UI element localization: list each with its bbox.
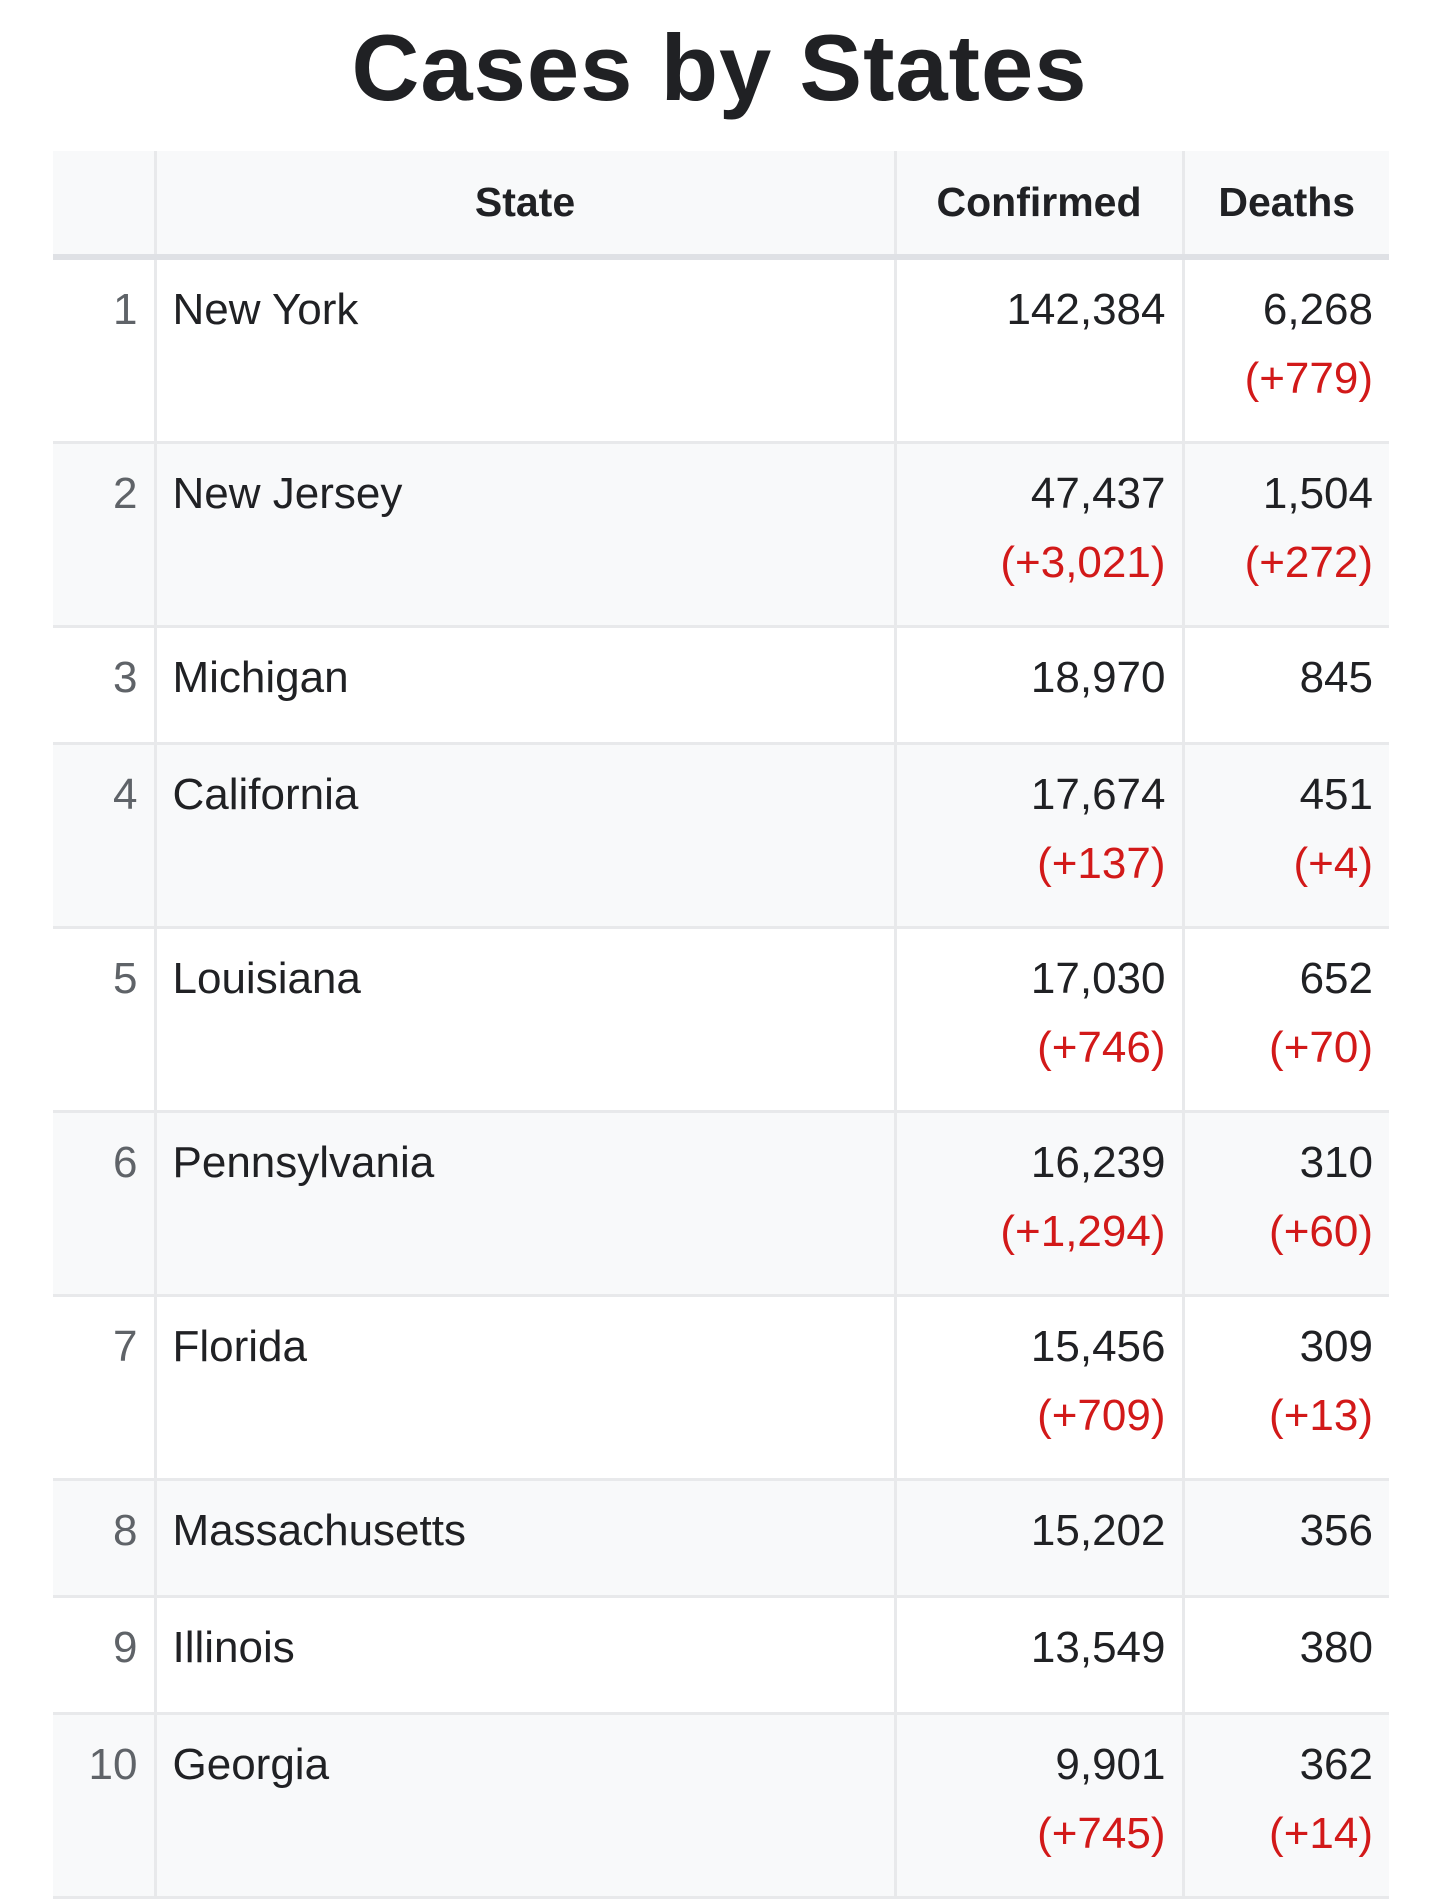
- row-deaths-cell: 6,268 (+779): [1183, 257, 1389, 444]
- row-confirmed-cell: 18,970: [895, 626, 1185, 745]
- row-deaths-value: 380: [1299, 1623, 1373, 1672]
- row-confirmed-cell: 142,384: [895, 257, 1185, 444]
- row-deaths-delta: (+13): [1269, 1391, 1373, 1440]
- row-deaths-delta: (+70): [1269, 1023, 1373, 1072]
- row-deaths-value: 652: [1299, 954, 1373, 1003]
- row-confirmed-cell: 16,239 (+1,294): [895, 1111, 1185, 1297]
- row-state: New Jersey: [155, 442, 897, 628]
- row-confirmed-delta: (+709): [1037, 1391, 1166, 1440]
- row-confirmed-delta: (+3,021): [1000, 538, 1166, 587]
- row-deaths-cell: 310 (+60): [1183, 1111, 1389, 1297]
- row-rank: 6: [53, 1111, 157, 1297]
- row-deaths-cell: 1,504 (+272): [1183, 442, 1389, 628]
- table-header-row: State Confirmed Deaths: [53, 151, 1389, 260]
- row-deaths-cell: 845: [1183, 626, 1389, 745]
- row-rank: 3: [53, 626, 157, 745]
- row-deaths-cell: 356: [1183, 1479, 1389, 1598]
- row-deaths-value: 356: [1299, 1506, 1373, 1555]
- row-confirmed-value: 17,674: [1030, 770, 1166, 819]
- header-confirmed[interactable]: Confirmed: [895, 151, 1185, 260]
- table-row[interactable]: 1 New York 142,384 6,268 (+779): [53, 257, 1389, 444]
- row-deaths-value: 310: [1299, 1138, 1373, 1187]
- row-confirmed-delta: (+137): [1037, 839, 1166, 888]
- row-deaths-delta: (+272): [1244, 538, 1373, 587]
- row-deaths-cell: 362 (+14): [1183, 1713, 1389, 1899]
- row-confirmed-value: 15,202: [1030, 1506, 1166, 1555]
- row-deaths-delta: (+14): [1269, 1809, 1373, 1858]
- table-row[interactable]: 2 New Jersey 47,437 (+3,021) 1,504 (+272): [53, 442, 1389, 628]
- row-state: Georgia: [155, 1713, 897, 1899]
- row-confirmed-delta: (+746): [1037, 1023, 1166, 1072]
- row-rank: 2: [53, 442, 157, 628]
- row-confirmed-value: 13,549: [1030, 1623, 1166, 1672]
- row-confirmed-value: 142,384: [1006, 285, 1166, 334]
- row-state: Louisiana: [155, 927, 897, 1113]
- table-row[interactable]: 8 Massachusetts 15,202 356: [53, 1479, 1389, 1598]
- row-rank: 10: [53, 1713, 157, 1899]
- table-row[interactable]: 4 California 17,674 (+137) 451 (+4): [53, 743, 1389, 929]
- row-state: Illinois: [155, 1596, 897, 1715]
- row-deaths-value: 309: [1299, 1322, 1373, 1371]
- row-confirmed-value: 16,239: [1030, 1138, 1166, 1187]
- header-state[interactable]: State: [155, 151, 897, 260]
- table-row[interactable]: 7 Florida 15,456 (+709) 309 (+13): [53, 1295, 1389, 1481]
- row-confirmed-value: 9,901: [1055, 1740, 1166, 1789]
- row-deaths-cell: 309 (+13): [1183, 1295, 1389, 1481]
- row-rank: 4: [53, 743, 157, 929]
- row-confirmed-cell: 47,437 (+3,021): [895, 442, 1185, 628]
- row-confirmed-cell: 9,901 (+745): [895, 1713, 1185, 1899]
- page-title: Cases by States: [351, 15, 1088, 120]
- cases-table-container: State Confirmed Deaths 1 New York 142,384 6…: [53, 151, 1389, 1899]
- row-confirmed-delta: (+745): [1037, 1809, 1166, 1858]
- row-confirmed-delta: (+1,294): [1000, 1207, 1166, 1256]
- row-state: New York: [155, 257, 897, 444]
- row-deaths-value: 1,504: [1262, 469, 1373, 518]
- row-confirmed-value: 15,456: [1030, 1322, 1166, 1371]
- table-row[interactable]: 9 Illinois 13,549 380: [53, 1596, 1389, 1715]
- row-confirmed-value: 47,437: [1030, 469, 1166, 518]
- row-deaths-value: 6,268: [1262, 285, 1373, 334]
- row-deaths-cell: 451 (+4): [1183, 743, 1389, 929]
- row-state: California: [155, 743, 897, 929]
- row-deaths-cell: 380: [1183, 1596, 1389, 1715]
- row-deaths-value: 845: [1299, 653, 1373, 702]
- header-deaths[interactable]: Deaths: [1183, 151, 1389, 260]
- header-rank: [53, 151, 157, 260]
- row-deaths-cell: 652 (+70): [1183, 927, 1389, 1113]
- row-rank: 9: [53, 1596, 157, 1715]
- row-confirmed-cell: 15,202: [895, 1479, 1185, 1598]
- row-state: Florida: [155, 1295, 897, 1481]
- row-deaths-delta: (+4): [1293, 839, 1373, 888]
- row-rank: 7: [53, 1295, 157, 1481]
- row-state: Massachusetts: [155, 1479, 897, 1598]
- row-rank: 8: [53, 1479, 157, 1598]
- row-rank: 5: [53, 927, 157, 1113]
- row-rank: 1: [53, 257, 157, 444]
- row-confirmed-value: 18,970: [1030, 653, 1166, 702]
- row-confirmed-value: 17,030: [1030, 954, 1166, 1003]
- row-state: Pennsylvania: [155, 1111, 897, 1297]
- row-deaths-delta: (+779): [1244, 354, 1373, 403]
- row-deaths-value: 451: [1299, 770, 1373, 819]
- table-row[interactable]: 6 Pennsylvania 16,239 (+1,294) 310 (+60): [53, 1111, 1389, 1297]
- cases-table: State Confirmed Deaths 1 New York 142,384 6…: [53, 151, 1389, 1899]
- row-confirmed-cell: 15,456 (+709): [895, 1295, 1185, 1481]
- row-deaths-value: 362: [1299, 1740, 1373, 1789]
- row-confirmed-cell: 17,674 (+137): [895, 743, 1185, 929]
- table-body: 1 New York 142,384 6,268 (+779) 2 New Jersey 47…: [53, 257, 1389, 1899]
- row-confirmed-cell: 13,549: [895, 1596, 1185, 1715]
- table-row[interactable]: 3 Michigan 18,970 845: [53, 626, 1389, 745]
- table-row[interactable]: 10 Georgia 9,901 (+745) 362 (+14): [53, 1713, 1389, 1899]
- row-confirmed-cell: 17,030 (+746): [895, 927, 1185, 1113]
- row-deaths-delta: (+60): [1269, 1207, 1373, 1256]
- table-row[interactable]: 5 Louisiana 17,030 (+746) 652 (+70): [53, 927, 1389, 1113]
- row-state: Michigan: [155, 626, 897, 745]
